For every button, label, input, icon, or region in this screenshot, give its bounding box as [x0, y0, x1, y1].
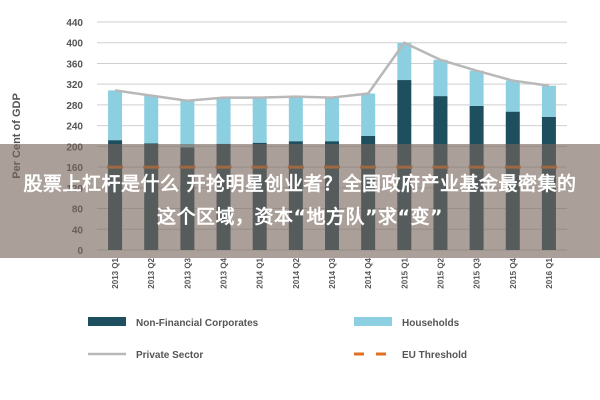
- bar-households: [288, 96, 303, 142]
- bar-households: [433, 59, 448, 97]
- x-tick-label: 2014 Q4: [364, 257, 373, 288]
- x-tick-label: 2013 Q2: [147, 257, 156, 288]
- y-tick-label: 440: [66, 18, 83, 29]
- bar-households: [252, 97, 267, 143]
- y-tick-label: 280: [66, 101, 83, 112]
- y-tick-label: 320: [66, 80, 83, 91]
- x-tick-label: 2015 Q4: [509, 257, 518, 288]
- legend-swatch-households: [354, 317, 392, 326]
- x-tick-label: 2013 Q1: [111, 257, 120, 288]
- legend-label-eu-threshold: EU Threshold: [402, 350, 467, 361]
- x-tick-label: 2014 Q2: [292, 257, 301, 288]
- legend-label-private-sector: Private Sector: [136, 350, 203, 361]
- y-tick-label: 360: [66, 59, 83, 70]
- headline-banner: 股票上杠杆是什么 开抢明星创业者？全国政府产业基金最密集的这个区域，资本“地方队…: [0, 144, 600, 258]
- legend-label-non-financial-corporates: Non-Financial Corporates: [136, 318, 259, 329]
- bar-households: [180, 100, 195, 148]
- legend-label-households: Households: [402, 318, 460, 329]
- x-tick-label: 2015 Q3: [473, 257, 482, 288]
- private-sector-line: [114, 41, 550, 103]
- x-tick-label: 2014 Q1: [256, 257, 265, 288]
- x-tick-label: 2015 Q2: [436, 257, 445, 288]
- bar-households: [397, 42, 412, 81]
- y-tick-label: 400: [66, 39, 83, 50]
- bar-households: [541, 85, 556, 117]
- legend-swatch-non-financial-corporates: [88, 317, 126, 326]
- x-tick-label: 2013 Q3: [183, 257, 192, 288]
- x-tick-label: 2013 Q4: [220, 257, 229, 288]
- x-tick-label: 2016 Q1: [545, 257, 554, 288]
- headline-text: 股票上杠杆是什么 开抢明星创业者？全国政府产业基金最密集的这个区域，资本“地方队…: [23, 173, 577, 228]
- x-tick-label: 2014 Q3: [328, 257, 337, 288]
- x-tick-label: 2015 Q1: [400, 257, 409, 288]
- bar-households: [325, 97, 339, 142]
- bar-households: [144, 95, 159, 144]
- bar-households: [469, 70, 484, 106]
- bar-households: [108, 90, 123, 141]
- bar-households: [216, 97, 231, 144]
- bar-households: [505, 80, 520, 112]
- bar-households: [361, 93, 376, 136]
- y-tick-label: 240: [66, 122, 83, 133]
